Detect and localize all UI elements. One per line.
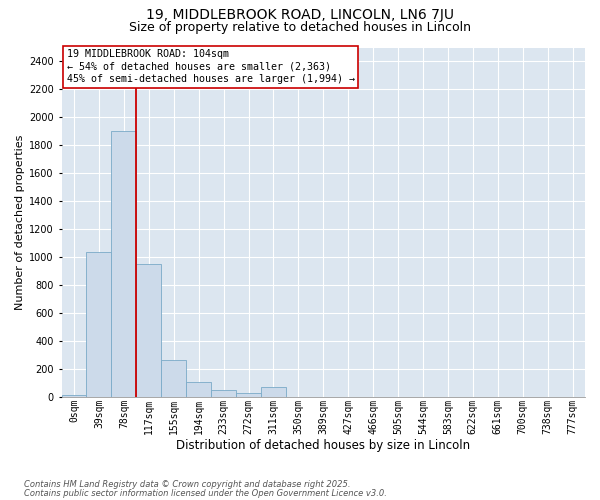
X-axis label: Distribution of detached houses by size in Lincoln: Distribution of detached houses by size … bbox=[176, 440, 470, 452]
Bar bbox=[186, 382, 211, 398]
Text: Size of property relative to detached houses in Lincoln: Size of property relative to detached ho… bbox=[129, 21, 471, 34]
Bar bbox=[161, 360, 186, 398]
Y-axis label: Number of detached properties: Number of detached properties bbox=[15, 134, 25, 310]
Bar bbox=[261, 387, 286, 398]
Bar bbox=[62, 394, 86, 398]
Text: 19, MIDDLEBROOK ROAD, LINCOLN, LN6 7JU: 19, MIDDLEBROOK ROAD, LINCOLN, LN6 7JU bbox=[146, 8, 454, 22]
Bar bbox=[112, 132, 136, 398]
Text: Contains HM Land Registry data © Crown copyright and database right 2025.: Contains HM Land Registry data © Crown c… bbox=[24, 480, 350, 489]
Text: 19 MIDDLEBROOK ROAD: 104sqm
← 54% of detached houses are smaller (2,363)
45% of : 19 MIDDLEBROOK ROAD: 104sqm ← 54% of det… bbox=[67, 49, 355, 84]
Text: Contains public sector information licensed under the Open Government Licence v3: Contains public sector information licen… bbox=[24, 489, 387, 498]
Bar bbox=[211, 390, 236, 398]
Bar bbox=[86, 252, 112, 398]
Bar bbox=[236, 393, 261, 398]
Bar bbox=[136, 264, 161, 398]
